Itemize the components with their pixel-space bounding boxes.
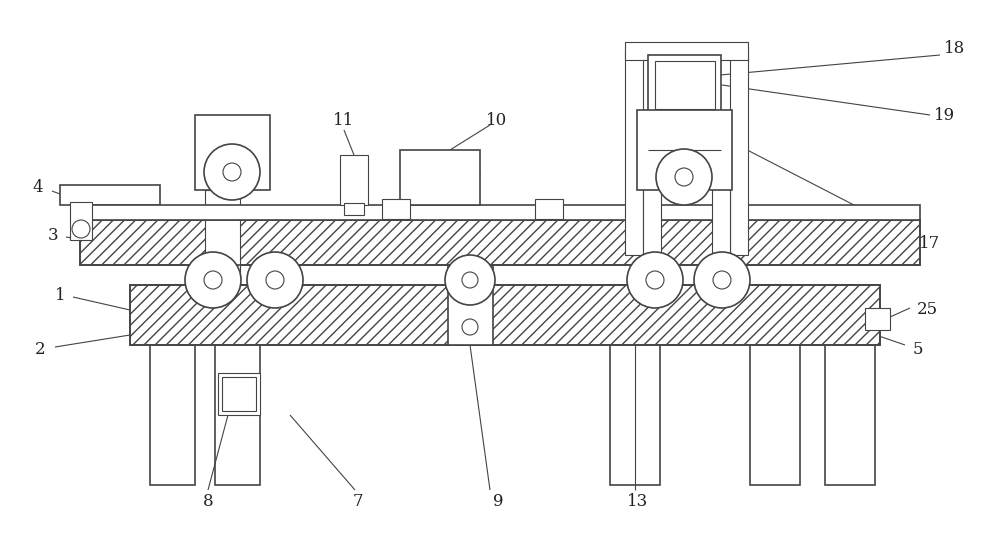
Bar: [150, 285, 195, 485]
Text: 18: 18: [944, 39, 966, 57]
Circle shape: [675, 168, 693, 186]
Bar: [655, 61, 715, 109]
Bar: [215, 285, 260, 485]
Text: 13: 13: [627, 494, 649, 511]
Bar: [80, 220, 920, 265]
Circle shape: [204, 271, 222, 289]
Circle shape: [656, 149, 712, 205]
Text: 3: 3: [48, 227, 58, 244]
Text: 4: 4: [33, 179, 43, 196]
Bar: [382, 199, 410, 219]
Circle shape: [72, 220, 90, 238]
Bar: [643, 185, 661, 280]
Bar: [344, 203, 364, 215]
Bar: [130, 285, 880, 345]
Bar: [70, 202, 92, 240]
Bar: [195, 115, 270, 190]
Circle shape: [223, 163, 241, 181]
Circle shape: [204, 144, 260, 200]
Bar: [637, 110, 732, 190]
Bar: [340, 155, 368, 205]
Bar: [222, 377, 256, 411]
Text: 10: 10: [486, 112, 508, 129]
Bar: [218, 373, 260, 415]
Bar: [625, 50, 643, 255]
Bar: [648, 55, 721, 115]
Text: 11: 11: [333, 112, 355, 129]
Bar: [610, 285, 660, 485]
Bar: [535, 199, 563, 219]
Bar: [712, 185, 730, 280]
Bar: [715, 199, 743, 219]
Circle shape: [713, 271, 731, 289]
Bar: [625, 42, 748, 60]
Text: 1: 1: [55, 287, 65, 304]
Text: 2: 2: [35, 342, 45, 359]
Bar: [130, 285, 880, 345]
Bar: [730, 50, 748, 255]
Text: 7: 7: [353, 494, 363, 511]
Text: 9: 9: [493, 494, 503, 511]
Circle shape: [462, 319, 478, 335]
Bar: [648, 113, 721, 157]
Text: 25: 25: [916, 301, 938, 318]
Bar: [400, 150, 480, 205]
Circle shape: [445, 255, 495, 305]
Circle shape: [266, 271, 284, 289]
Bar: [448, 265, 493, 345]
Bar: [648, 155, 721, 165]
Text: 17: 17: [919, 234, 941, 251]
Circle shape: [646, 271, 664, 289]
Bar: [205, 190, 240, 280]
Text: 5: 5: [203, 117, 213, 134]
Circle shape: [185, 252, 241, 308]
Circle shape: [694, 252, 750, 308]
Bar: [825, 285, 875, 485]
Circle shape: [627, 252, 683, 308]
Circle shape: [462, 272, 478, 288]
Text: 19: 19: [934, 106, 956, 124]
Bar: [80, 220, 920, 265]
Bar: [80, 205, 920, 220]
Circle shape: [247, 252, 303, 308]
Text: 8: 8: [203, 494, 213, 511]
Bar: [60, 185, 160, 205]
Bar: [750, 285, 800, 485]
Bar: [865, 308, 890, 330]
Text: 5: 5: [913, 342, 923, 359]
